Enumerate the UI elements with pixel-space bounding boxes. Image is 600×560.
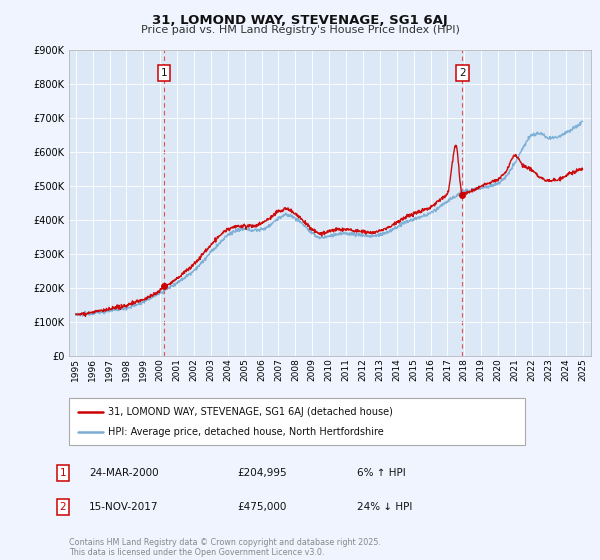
Text: 1: 1: [161, 68, 167, 78]
Text: 31, LOMOND WAY, STEVENAGE, SG1 6AJ: 31, LOMOND WAY, STEVENAGE, SG1 6AJ: [152, 14, 448, 27]
Text: 24% ↓ HPI: 24% ↓ HPI: [357, 502, 412, 512]
Text: 1: 1: [59, 468, 67, 478]
Text: HPI: Average price, detached house, North Hertfordshire: HPI: Average price, detached house, Nort…: [108, 427, 383, 437]
Text: 15-NOV-2017: 15-NOV-2017: [89, 502, 158, 512]
Text: £475,000: £475,000: [237, 502, 286, 512]
Text: £204,995: £204,995: [237, 468, 287, 478]
FancyBboxPatch shape: [69, 398, 525, 445]
Text: 6% ↑ HPI: 6% ↑ HPI: [357, 468, 406, 478]
Text: 31, LOMOND WAY, STEVENAGE, SG1 6AJ (detached house): 31, LOMOND WAY, STEVENAGE, SG1 6AJ (deta…: [108, 407, 392, 417]
Text: Price paid vs. HM Land Registry's House Price Index (HPI): Price paid vs. HM Land Registry's House …: [140, 25, 460, 35]
Text: Contains HM Land Registry data © Crown copyright and database right 2025.
This d: Contains HM Land Registry data © Crown c…: [69, 538, 381, 557]
Text: 24-MAR-2000: 24-MAR-2000: [89, 468, 158, 478]
Text: 2: 2: [59, 502, 67, 512]
Text: 2: 2: [459, 68, 466, 78]
